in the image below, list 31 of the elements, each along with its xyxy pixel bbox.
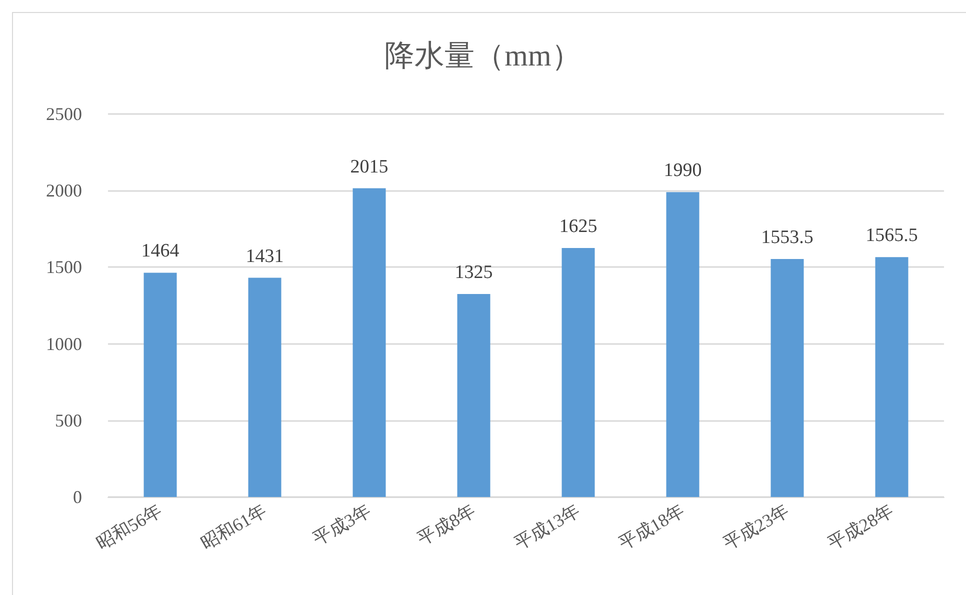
- data-label: 1431: [246, 246, 284, 267]
- bar: [248, 278, 282, 497]
- x-tick-label: 平成18年: [615, 500, 688, 554]
- bar: [770, 259, 804, 497]
- y-tick-label: 2000: [46, 180, 82, 201]
- data-label: 1625: [559, 216, 598, 238]
- bar: [875, 257, 908, 497]
- data-label: 1464: [141, 240, 180, 262]
- data-label: 2015: [350, 156, 388, 178]
- x-tick-label: 平成3年: [310, 500, 374, 550]
- x-tick-label: 昭和61年: [197, 500, 270, 554]
- bar: [144, 272, 177, 497]
- y-tick-label: 1000: [46, 334, 82, 354]
- data-label: 1565.5: [866, 225, 918, 246]
- data-label: 1325: [454, 262, 493, 284]
- y-tick-label: 1500: [46, 257, 82, 278]
- bar: [666, 192, 700, 497]
- bar: [352, 188, 386, 497]
- x-tick-label: 平成13年: [510, 500, 584, 554]
- bar: [457, 294, 490, 497]
- chart-title: 降水量（mm）: [384, 40, 582, 72]
- y-tick-label: 500: [55, 410, 82, 430]
- x-tick-label: 平成28年: [824, 500, 897, 554]
- data-label: 1990: [664, 160, 702, 182]
- data-label: 1553.5: [761, 227, 814, 248]
- bar: [562, 248, 595, 497]
- x-tick-label: 昭和56年: [92, 500, 166, 554]
- y-tick-label: 0: [73, 487, 82, 507]
- x-tick-label: 平成8年: [414, 500, 479, 550]
- y-tick-label: 2500: [46, 104, 82, 124]
- x-tick-label: 平成23年: [720, 500, 792, 554]
